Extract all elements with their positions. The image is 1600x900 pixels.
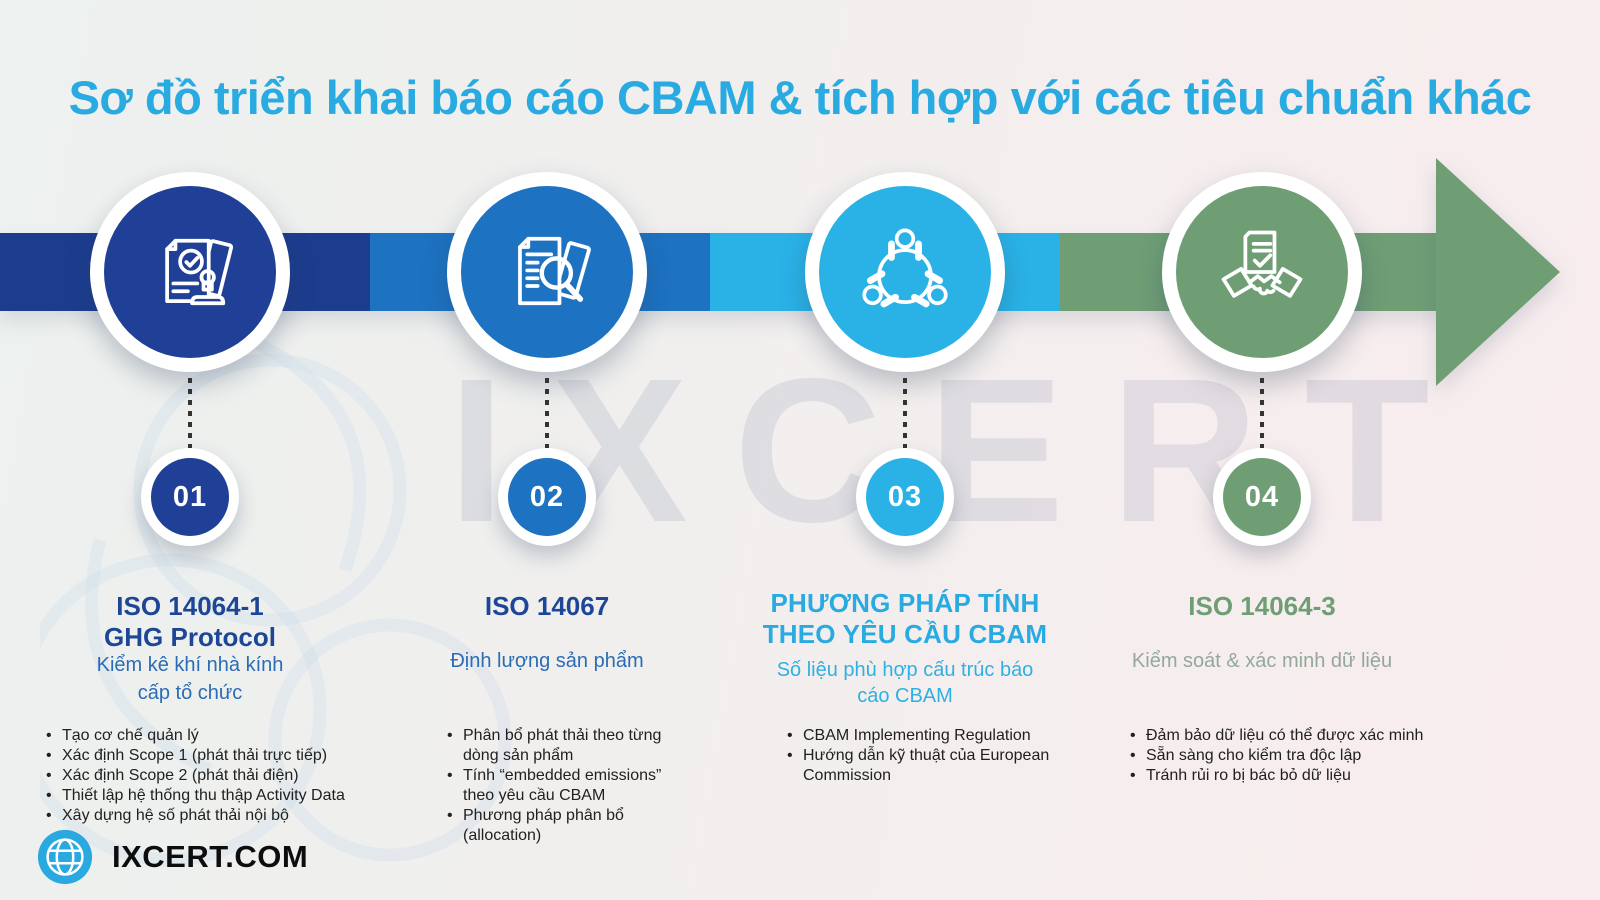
step4-icon-disc [1176,186,1348,358]
step4-heading: ISO 14064-3 [1188,591,1336,621]
bullet-item: Phương pháp phân bổ (allocation) [445,806,685,846]
step4-number-badge: 04 [1213,448,1311,546]
step1-column: ISO 14064-1 GHG Protocol Kiểm kê khí nhà… [10,585,370,826]
step1-number: 01 [172,480,208,513]
bullet-item: Xây dựng hệ số phát thải nội bộ [44,806,374,826]
bullet-item: Tạo cơ chế quản lý [44,726,374,746]
step2-number: 02 [529,480,565,513]
step1-heading: ISO 14064-1 GHG Protocol [104,591,276,652]
step2-icon-circle [447,172,647,372]
bullet-item: Hướng dẫn kỹ thuật của European Commissi… [785,746,1069,786]
bullet-item: Sẵn sàng cho kiểm tra độc lập [1128,746,1458,766]
step3-column: PHƯƠNG PHÁP TÍNH THEO YÊU CẦU CBAM Số li… [725,585,1085,784]
step3-subtitle: Số liệu phù hợp cấu trúc báo cáo CBAM [776,659,1034,707]
arrowhead-icon [1436,158,1560,386]
step1-icon-disc [104,186,276,358]
brand-text: IXCERT.COM [112,839,309,874]
step3-number-badge: 03 [856,448,954,546]
step4-number: 04 [1244,480,1280,513]
step4-column: ISO 14064-3 Kiểm soát & xác minh dữ liệu… [1082,585,1442,786]
step1-bullets: Tạo cơ chế quản lýXác định Scope 1 (phát… [44,726,374,826]
step2-column: ISO 14067 Định lượng sản phẩm Phân bổ ph… [367,585,727,844]
bullet-item: Xác định Scope 2 (phát thải điện) [44,766,374,786]
step2-icon-disc [461,186,633,358]
bullet-item: Phân bổ phát thải theo từng dòng sản phẩ… [445,726,685,766]
step1-number-badge: 01 [141,448,239,546]
step2-bullets: Phân bổ phát thải theo từng dòng sản phẩ… [445,726,685,846]
footer-brand: IXCERT.COM [36,828,308,886]
step3-icon-circle [805,172,1005,372]
step3-bullets: CBAM Implementing RegulationHướng dẫn kỹ… [785,726,1069,786]
bullet-item: Thiết lập hệ thống thu thập Activity Dat… [44,786,374,806]
step2-connector [545,378,549,448]
step3-connector [903,378,907,448]
step1-connector [188,378,192,448]
step2-number-badge: 02 [498,448,596,546]
globe-icon [37,829,93,885]
ixcert-watermark: IXCERT [448,336,1476,565]
step2-subtitle: Định lượng sản phẩm [450,650,644,672]
step1-icon-circle [90,172,290,372]
page-title: Sơ đồ triển khai báo cáo CBAM & tích hợp… [68,71,1532,124]
step2-heading: ISO 14067 [484,591,610,621]
step4-bullets: Đảm bảo dữ liệu có thể được xác minhSẵn … [1128,726,1458,786]
bullet-item: Đảm bảo dữ liệu có thể được xác minh [1128,726,1458,746]
step3-icon-disc [819,186,991,358]
handshake-document-icon [1221,230,1303,298]
bullet-item: Tính “embedded emissions” theo yêu cầu C… [445,766,685,806]
step4-connector [1260,378,1264,448]
document-search-icon [518,236,591,306]
document-stamp-icon [165,238,234,306]
step4-icon-circle [1162,172,1362,372]
bullet-item: Xác định Scope 1 (phát thải trực tiếp) [44,746,374,766]
team-meeting-icon [862,228,948,308]
step3-number: 03 [887,480,923,513]
step3-heading: PHƯƠNG PHÁP TÍNH THEO YÊU CẦU CBAM [762,588,1048,649]
step1-subtitle: Kiểm kê khí nhà kính cấp tổ chức [96,654,284,704]
step4-subtitle: Kiểm soát & xác minh dữ liệu [1131,650,1393,672]
bullet-item: CBAM Implementing Regulation [785,726,1069,746]
bullet-item: Tránh rủi ro bị bác bỏ dữ liệu [1128,766,1458,786]
